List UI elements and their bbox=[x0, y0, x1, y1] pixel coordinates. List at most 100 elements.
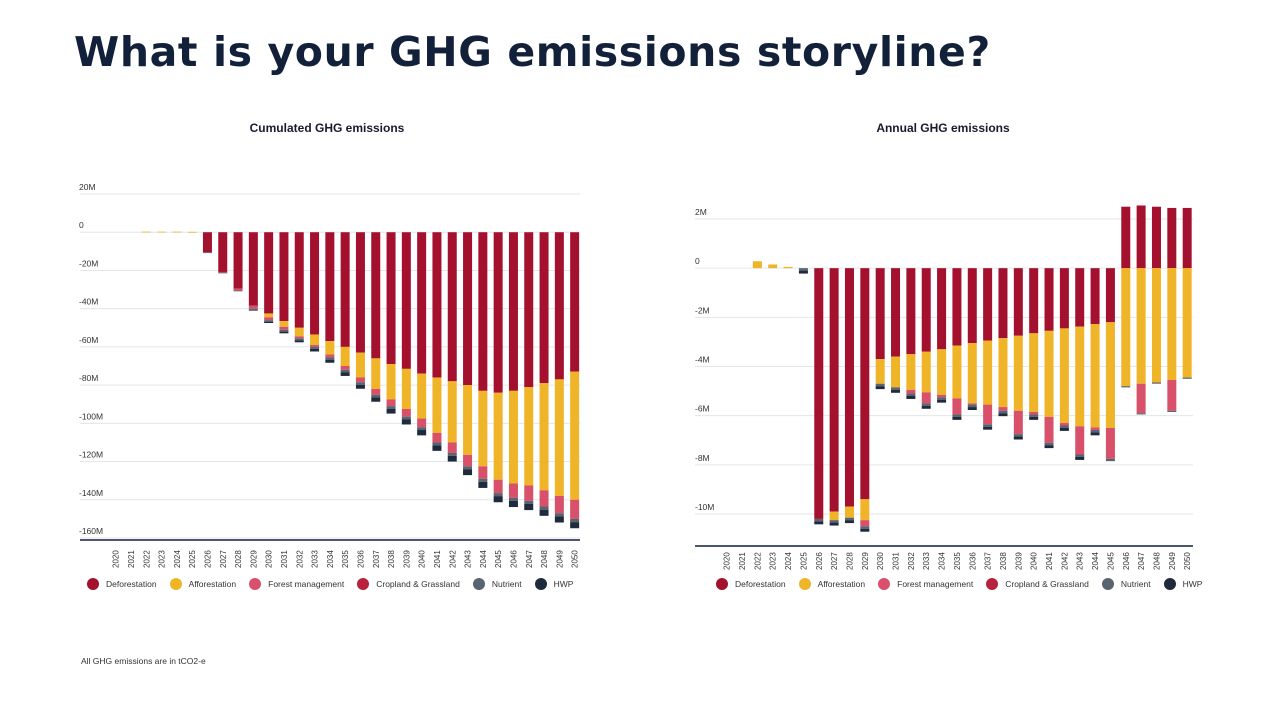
bar-hwp-2047 bbox=[524, 503, 534, 511]
bar-nutrient-2035 bbox=[340, 369, 350, 373]
bar-deforestation-2033 bbox=[310, 232, 320, 335]
bar-afforestation-2044 bbox=[478, 390, 488, 467]
bar-nutrient-2040 bbox=[1029, 414, 1039, 417]
legend-item[interactable]: Deforestation bbox=[716, 578, 786, 590]
x-tick-label: 2048 bbox=[540, 550, 549, 568]
legend-swatch bbox=[169, 578, 182, 590]
bar-hwp-2030 bbox=[875, 386, 885, 390]
bar-hwp-2033 bbox=[921, 405, 931, 409]
bar-afforestation-2041 bbox=[432, 377, 442, 433]
bar-forest-management-2045 bbox=[493, 479, 503, 494]
x-tick-label: 2026 bbox=[203, 550, 212, 568]
bar-afforestation-2050 bbox=[1182, 268, 1192, 378]
x-tick-label: 2021 bbox=[738, 552, 747, 570]
bar-afforestation-2024 bbox=[783, 266, 793, 269]
bar-deforestation-2034 bbox=[937, 268, 947, 350]
bar-hwp-2040 bbox=[1029, 416, 1039, 420]
bar-deforestation-2049 bbox=[554, 232, 564, 380]
bar-afforestation-2046 bbox=[508, 390, 518, 484]
bar-hwp-2048 bbox=[539, 509, 549, 516]
bar-nutrient-2025 bbox=[798, 268, 808, 271]
bar-afforestation-2033 bbox=[921, 351, 931, 393]
bar-nutrient-2026 bbox=[202, 252, 212, 254]
bar-nutrient-2048 bbox=[539, 506, 549, 510]
bar-nutrient-2045 bbox=[493, 493, 503, 497]
bar-forest-management-2042 bbox=[1059, 423, 1069, 426]
x-tick-label: 2026 bbox=[815, 552, 824, 570]
x-tick-label: 2048 bbox=[1152, 552, 1161, 570]
legend-item[interactable]: Cropland & Grassland bbox=[986, 578, 1089, 590]
bar-deforestation-2044 bbox=[478, 232, 488, 391]
bar-deforestation-2050 bbox=[570, 232, 580, 372]
legend-item[interactable]: Nutrient bbox=[472, 578, 522, 590]
x-tick-label: 2035 bbox=[953, 552, 962, 570]
bar-deforestation-2036 bbox=[967, 268, 977, 344]
legend-item[interactable]: Cropland & Grassland bbox=[357, 578, 460, 590]
legend-item[interactable]: Forest management bbox=[249, 578, 344, 590]
x-tick-label: 2031 bbox=[280, 550, 289, 568]
bar-hwp-2043 bbox=[1075, 456, 1085, 460]
bar-deforestation-2042 bbox=[1059, 268, 1069, 329]
legend-swatch bbox=[87, 578, 99, 590]
bar-afforestation-2035 bbox=[952, 345, 962, 399]
bar-forest-management-2029 bbox=[860, 520, 870, 527]
bar-forest-management-2039 bbox=[1013, 410, 1023, 435]
bar-nutrient-2037 bbox=[371, 394, 381, 398]
bar-deforestation-2045 bbox=[493, 232, 503, 393]
bar-hwp-2032 bbox=[906, 396, 916, 399]
bar-forest-management-2049 bbox=[554, 495, 564, 514]
bar-hwp-2049 bbox=[554, 516, 564, 523]
bar-afforestation-2027 bbox=[829, 511, 839, 521]
bar-hwp-2027 bbox=[829, 522, 839, 526]
bar-nutrient-2041 bbox=[1044, 442, 1054, 446]
bar-hwp-2034 bbox=[325, 359, 335, 363]
legend-item[interactable]: Afforestation bbox=[798, 578, 865, 590]
x-tick-label: 2039 bbox=[402, 550, 411, 568]
page-title: What is your GHG emissions storyline? bbox=[74, 28, 991, 76]
legend-label: Cropland & Grassland bbox=[1005, 579, 1089, 589]
legend-item[interactable]: Forest management bbox=[878, 578, 973, 590]
bar-deforestation-2047 bbox=[524, 232, 534, 388]
bar-deforestation-2038 bbox=[386, 232, 396, 365]
bar-afforestation-2036 bbox=[967, 343, 977, 404]
bar-hwp-2044 bbox=[478, 481, 488, 488]
legend-swatch bbox=[357, 578, 370, 590]
x-tick-label: 2046 bbox=[509, 550, 518, 568]
bar-hwp-2035 bbox=[952, 416, 962, 420]
x-tick-label: 2044 bbox=[1091, 552, 1100, 570]
legend-item[interactable]: Deforestation bbox=[87, 578, 157, 590]
bar-afforestation-2034 bbox=[937, 349, 947, 395]
bar-hwp-2042 bbox=[1059, 427, 1069, 431]
bar-nutrient-2045 bbox=[1105, 458, 1115, 462]
legend-swatch bbox=[878, 578, 891, 590]
legend-item[interactable]: Afforestation bbox=[169, 578, 236, 590]
bar-nutrient-2030 bbox=[264, 320, 274, 322]
x-tick-label: 2031 bbox=[892, 552, 901, 570]
footnote: All GHG emissions are in tCO2-e bbox=[81, 656, 206, 666]
bar-afforestation-2040 bbox=[417, 373, 427, 419]
y-tick-label: -60M bbox=[79, 335, 98, 345]
bar-deforestation-2039 bbox=[1013, 268, 1023, 336]
bar-nutrient-2028 bbox=[233, 290, 243, 292]
legend-item[interactable]: Nutrient bbox=[1101, 578, 1151, 590]
legend-item[interactable]: HWP bbox=[534, 578, 573, 590]
bar-afforestation-2048 bbox=[539, 383, 549, 491]
legend-item[interactable]: HWP bbox=[1163, 578, 1202, 590]
bar-nutrient-2044 bbox=[478, 478, 488, 482]
legend-label: Forest management bbox=[897, 579, 974, 589]
bar-hwp-2045 bbox=[493, 496, 503, 503]
x-tick-label: 2022 bbox=[753, 552, 762, 570]
bar-afforestation-2037 bbox=[983, 340, 993, 405]
bar-deforestation-2038 bbox=[998, 268, 1008, 339]
bar-forest-management-2040 bbox=[1029, 411, 1039, 415]
bar-deforestation-2050 bbox=[1182, 207, 1192, 269]
bar-deforestation-2039 bbox=[401, 232, 411, 369]
bar-afforestation-2040 bbox=[1029, 333, 1039, 412]
x-tick-label: 2041 bbox=[1045, 552, 1054, 570]
bar-afforestation-2032 bbox=[294, 327, 304, 337]
bar-forest-management-2049 bbox=[1167, 380, 1177, 411]
bar-deforestation-2046 bbox=[1121, 206, 1131, 269]
bar-deforestation-2028 bbox=[844, 268, 854, 507]
legend-label: Nutrient bbox=[1120, 579, 1151, 589]
y-tick-label: -2M bbox=[695, 305, 710, 315]
